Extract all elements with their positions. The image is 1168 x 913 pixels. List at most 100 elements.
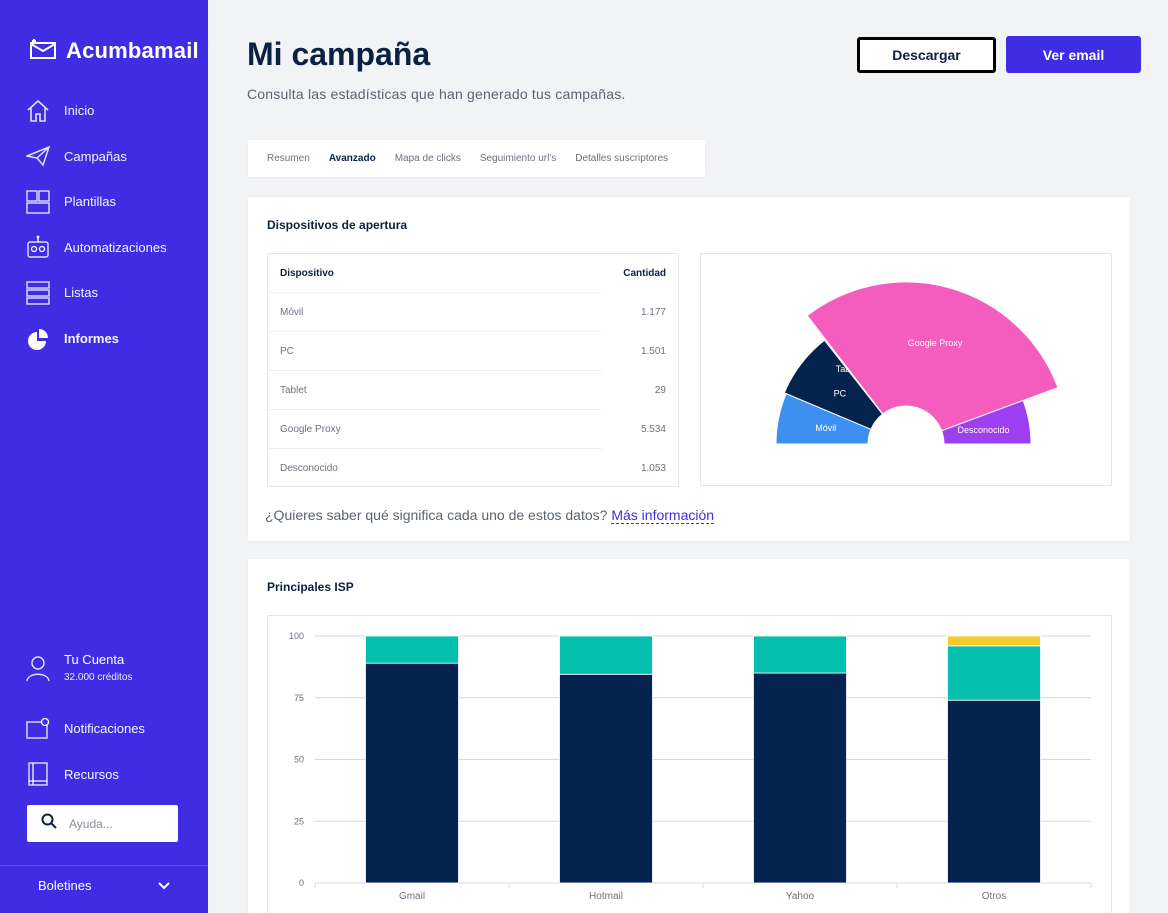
sidebar-divider — [0, 865, 208, 866]
bar-otros-serie-2[interactable] — [947, 645, 1041, 701]
sidebar-item-label: Inicio — [64, 103, 95, 119]
help-search-placeholder: Ayuda... — [69, 816, 113, 831]
info-question: ¿Quieres saber qué significa cada uno de… — [265, 507, 608, 523]
brand-logo[interactable]: Acumbamail — [30, 38, 199, 64]
tab-avanzado[interactable]: Avanzado — [328, 153, 376, 164]
x-tick-label: Gmail — [399, 891, 425, 902]
pie-label: Google Proxy — [908, 338, 963, 348]
devices-table: Dispositivo Cantidad Móvil 1.177 PC 1.50… — [267, 253, 679, 487]
y-tick-label: 25 — [294, 816, 304, 826]
sidebar-nav: Inicio Campañas Plantillas Automatizacio… — [0, 88, 208, 361]
tab-mapa-de-clicks[interactable]: Mapa de clicks — [394, 153, 461, 164]
device-name: Móvil — [280, 307, 304, 318]
bar-hotmail-serie-1[interactable] — [559, 673, 653, 884]
bar-gmail-serie-2[interactable] — [365, 635, 459, 664]
pie-chart-icon — [26, 326, 50, 351]
robot-icon — [26, 235, 50, 259]
sidebar-item-informes[interactable]: Informes — [0, 316, 208, 362]
column-header-device: Dispositivo — [280, 268, 334, 279]
column-header-count: Cantidad — [623, 268, 666, 279]
page-title: Mi campaña — [247, 36, 431, 72]
sidebar-item-label: Recursos — [64, 766, 119, 782]
table-row: Google Proxy 5.534 — [268, 410, 678, 449]
home-icon — [26, 99, 50, 123]
sidebar-item-automatizaciones[interactable]: Automatizaciones — [0, 225, 208, 271]
sidebar-item-inicio[interactable]: Inicio — [0, 88, 208, 134]
paper-plane-icon — [26, 144, 50, 168]
sidebar-item-label: Campañas — [64, 148, 127, 164]
info-text: ¿Quieres saber qué significa cada uno de… — [265, 507, 715, 524]
help-search-input[interactable]: Ayuda... — [27, 805, 178, 842]
device-name: Desconocido — [280, 463, 338, 474]
envelope-logo-icon — [30, 38, 56, 64]
page-subtitle: Consulta las estadísticas que han genera… — [247, 86, 626, 102]
table-row: Desconocido 1.053 — [268, 449, 678, 488]
device-count: 5.534 — [640, 424, 666, 435]
sidebar-item-listas[interactable]: Listas — [0, 270, 208, 316]
pie-slice-google-proxy[interactable] — [806, 281, 1059, 432]
sidebar-item-notificaciones[interactable]: Notificaciones — [0, 706, 208, 752]
account-label: Tu Cuenta — [64, 652, 125, 667]
pie-label: PC — [834, 389, 847, 399]
table-row: Tablet 29 — [268, 371, 678, 410]
device-name: PC — [280, 346, 294, 357]
device-count: 1.053 — [640, 463, 666, 474]
tab-detalles-suscriptores[interactable]: Detalles suscriptores — [575, 153, 669, 164]
brand-name: Acumbamail — [66, 38, 199, 63]
sidebar: Acumbamail Inicio Campañas Plantillas Au… — [0, 0, 208, 913]
sidebar-item-plantillas[interactable]: Plantillas — [0, 179, 208, 225]
device-count: 1.177 — [640, 307, 666, 318]
newsletters-label: Boletines — [38, 878, 92, 893]
x-tick-label: Otros — [982, 891, 1006, 902]
sidebar-item-label: Notificaciones — [64, 721, 145, 737]
bar-hotmail-serie-2[interactable] — [559, 635, 653, 675]
bar-yahoo-serie-2[interactable] — [753, 635, 847, 674]
devices-card: Dispositivos de apertura Dispositivo Can… — [248, 197, 1130, 541]
download-button[interactable]: Descargar — [857, 37, 996, 73]
more-info-link[interactable]: Más información — [611, 507, 715, 524]
y-tick-label: 75 — [294, 693, 304, 703]
sidebar-bottom: Tu Cuenta 32.000 créditos Notificaciones… — [0, 652, 208, 797]
tab-resumen[interactable]: Resumen — [267, 153, 310, 164]
sidebar-item-label: Plantillas — [64, 194, 117, 210]
table-row: Móvil 1.177 — [268, 293, 678, 332]
report-tabs: Resumen Avanzado Mapa de clicks Seguimie… — [248, 140, 705, 177]
bar-otros-serie-1[interactable] — [947, 699, 1041, 884]
devices-title: Dispositivos de apertura — [267, 218, 408, 232]
pie-label: Desconocido — [957, 425, 1009, 435]
pie-slice-desconocido[interactable] — [940, 399, 1032, 445]
isp-card: Principales ISP 0 25 50 75 100 Gmail Hotmail Ya… — [248, 559, 1130, 913]
newsletters-dropdown[interactable]: Boletines — [38, 878, 170, 893]
device-count: 1.501 — [640, 346, 666, 357]
table-row: PC 1.501 — [268, 332, 678, 371]
templates-icon — [26, 190, 50, 214]
device-name: Google Proxy — [280, 424, 341, 435]
y-tick-label: 100 — [289, 631, 304, 641]
sidebar-item-label: Informes — [64, 330, 119, 346]
bar-yahoo-serie-1[interactable] — [753, 672, 847, 884]
book-icon — [26, 762, 50, 786]
sidebar-item-recursos[interactable]: Recursos — [0, 752, 208, 798]
device-name: Tablet — [280, 385, 307, 396]
search-icon — [41, 813, 57, 834]
list-icon — [26, 281, 50, 305]
y-tick-label: 0 — [299, 878, 304, 888]
x-tick-label: Yahoo — [786, 891, 815, 902]
isp-bar-chart: 0 25 50 75 100 Gmail Hotmail Yahoo Otros — [267, 615, 1112, 913]
bar-chart-svg: 0 25 50 75 100 Gmail Hotmail Yahoo Otros — [289, 631, 1092, 902]
account-credits: 32.000 créditos — [64, 672, 133, 683]
view-email-button[interactable]: Ver email — [1006, 36, 1141, 73]
sidebar-item-label: Listas — [64, 285, 98, 301]
sidebar-item-account[interactable]: Tu Cuenta 32.000 créditos — [0, 652, 208, 706]
bar-otros-serie-3[interactable] — [947, 635, 1041, 647]
tab-seguimiento-urls[interactable]: Seguimiento url's — [479, 153, 557, 164]
chevron-down-icon — [158, 878, 170, 893]
sidebar-item-label: Automatizaciones — [64, 239, 167, 255]
y-tick-label: 50 — [294, 755, 304, 765]
bar-gmail-serie-1[interactable] — [365, 662, 459, 884]
isp-title: Principales ISP — [267, 580, 354, 594]
notification-icon — [26, 717, 50, 741]
sidebar-item-campanas[interactable]: Campañas — [0, 134, 208, 180]
